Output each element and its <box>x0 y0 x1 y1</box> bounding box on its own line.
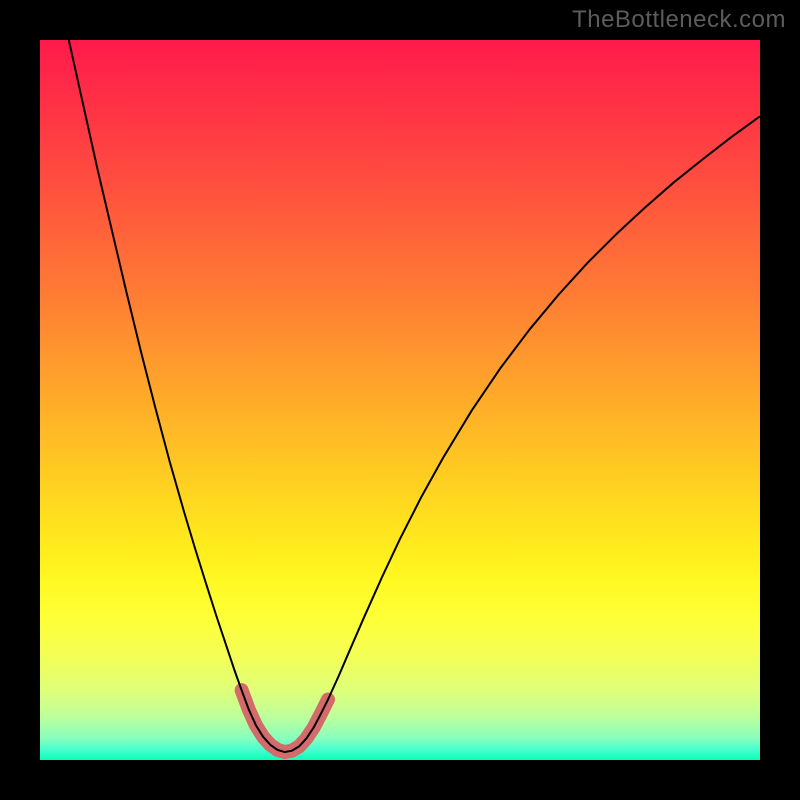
chart-canvas: TheBottleneck.com <box>0 0 800 800</box>
watermark-label: TheBottleneck.com <box>572 6 786 34</box>
chart-svg <box>40 40 760 760</box>
plot-area <box>40 40 760 760</box>
gradient-background <box>40 40 760 760</box>
